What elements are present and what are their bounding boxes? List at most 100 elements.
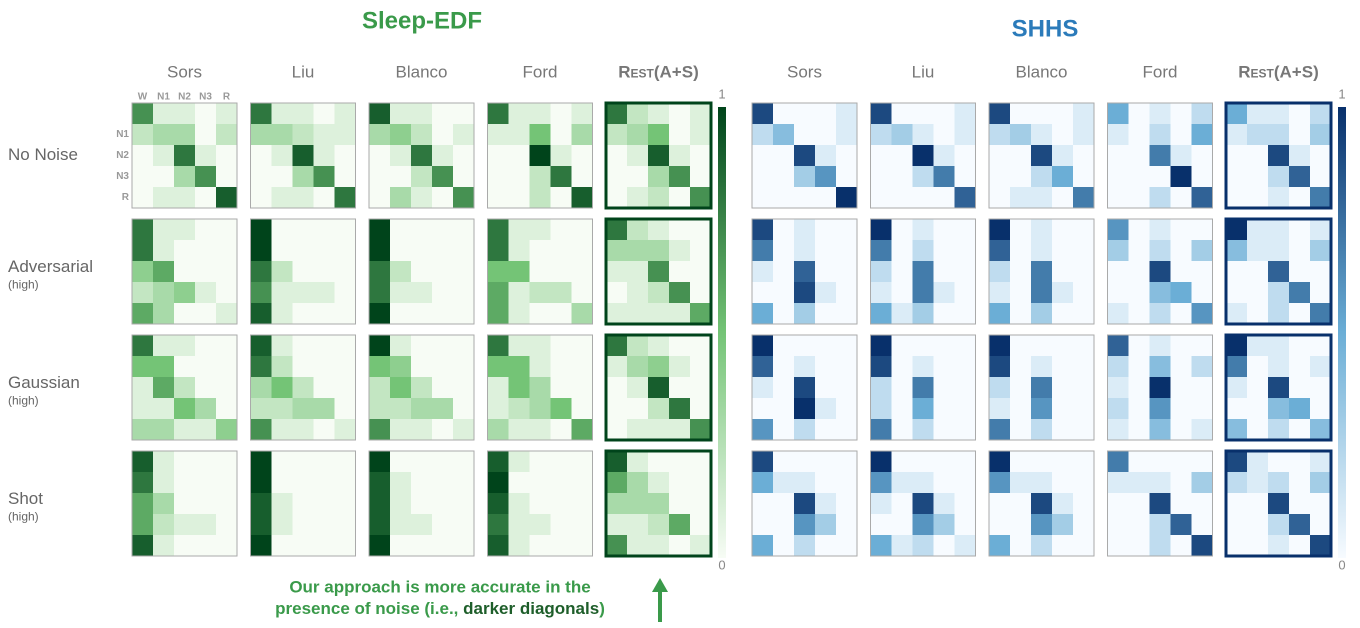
heatmap-cell bbox=[132, 335, 154, 357]
heatmap-cell bbox=[313, 261, 335, 283]
heatmap-cell bbox=[1052, 398, 1074, 420]
heatmap-cell bbox=[752, 219, 774, 241]
heatmap-cell bbox=[1247, 166, 1269, 188]
heatmap-cell bbox=[153, 398, 175, 420]
heatmap-cell bbox=[529, 514, 551, 536]
heatmap-cell bbox=[1073, 219, 1095, 241]
heatmap-cell bbox=[648, 451, 670, 473]
heatmap-cell bbox=[369, 261, 391, 283]
annotation: presence of noise (i.e., darker diagonal… bbox=[275, 599, 605, 618]
arrow-head bbox=[652, 578, 668, 592]
heatmap-cell bbox=[174, 187, 196, 209]
heatmap-cell bbox=[250, 356, 272, 378]
heatmap-cell bbox=[1010, 419, 1032, 441]
heatmap-cell bbox=[132, 124, 154, 146]
row-sublabel: (high) bbox=[8, 510, 39, 524]
heatmap-cell bbox=[690, 535, 712, 557]
heatmap-cell bbox=[1107, 219, 1129, 241]
heatmap-cell bbox=[752, 124, 774, 146]
heatmap-cell bbox=[1310, 219, 1332, 241]
heatmap-cell bbox=[954, 472, 976, 494]
heatmap-cell bbox=[250, 472, 272, 494]
heatmap-cell bbox=[390, 535, 412, 557]
heatmap-cell bbox=[292, 356, 314, 378]
heatmap-cell bbox=[432, 335, 454, 357]
heatmap-cell bbox=[752, 187, 774, 209]
heatmap-cell bbox=[752, 145, 774, 167]
heatmap-cell bbox=[933, 398, 955, 420]
heatmap-cell bbox=[1073, 166, 1095, 188]
heatmap-cell bbox=[174, 493, 196, 515]
heatmap-cell bbox=[815, 240, 837, 262]
heatmap-cell bbox=[989, 282, 1011, 304]
heatmap-cell bbox=[1031, 419, 1053, 441]
heatmap-cell bbox=[1310, 261, 1332, 283]
heatmap-cell bbox=[1289, 240, 1311, 262]
heatmap-cell bbox=[836, 472, 858, 494]
heatmap-cell bbox=[1073, 124, 1095, 146]
heatmap-cell bbox=[1149, 124, 1171, 146]
heatmap-cell bbox=[1052, 145, 1074, 167]
heatmap-cell bbox=[529, 145, 551, 167]
heatmap-cell bbox=[815, 451, 837, 473]
heatmap-cell bbox=[453, 282, 475, 304]
heatmap-cell bbox=[627, 261, 649, 283]
heatmap-cell bbox=[773, 472, 795, 494]
heatmap-cell bbox=[571, 398, 593, 420]
heatmap-cell bbox=[174, 219, 196, 241]
heatmap-cell bbox=[1191, 493, 1213, 515]
heatmap-cell bbox=[669, 124, 691, 146]
heatmap-cell bbox=[369, 282, 391, 304]
heatmap-cell bbox=[794, 472, 816, 494]
matrix-border bbox=[368, 450, 475, 557]
heatmap-cell bbox=[334, 493, 356, 515]
heatmap-cell bbox=[870, 398, 892, 420]
heatmap-cell bbox=[1226, 303, 1248, 325]
heatmap-cell bbox=[773, 124, 795, 146]
heatmap-cell bbox=[1073, 493, 1095, 515]
heatmap-cell bbox=[571, 335, 593, 357]
heatmap-cell bbox=[132, 493, 154, 515]
heatmap-cell bbox=[815, 219, 837, 241]
matrix-border bbox=[870, 102, 976, 209]
heatmap-cell bbox=[954, 282, 976, 304]
matrix-border bbox=[368, 218, 475, 325]
heatmap-cell bbox=[153, 103, 175, 125]
heatmap-cell bbox=[271, 145, 293, 167]
heatmap-cell bbox=[870, 282, 892, 304]
heatmap-cell bbox=[334, 261, 356, 283]
heatmap-cell bbox=[132, 377, 154, 399]
heatmap-cell bbox=[1010, 166, 1032, 188]
heatmap-cell bbox=[1031, 166, 1053, 188]
heatmap-cell bbox=[1191, 166, 1213, 188]
matrix-border bbox=[604, 217, 713, 326]
heatmap-cell bbox=[1107, 335, 1129, 357]
heatmap-cell bbox=[870, 240, 892, 262]
heatmap-cell bbox=[1310, 166, 1332, 188]
heatmap-cell bbox=[508, 303, 530, 325]
heatmap-cell bbox=[1149, 187, 1171, 209]
heatmap-cell bbox=[1226, 282, 1248, 304]
heatmap-cell bbox=[1010, 377, 1032, 399]
heatmap-cell bbox=[132, 303, 154, 325]
heatmap-cell bbox=[571, 124, 593, 146]
column-label: Rest(A+S) bbox=[1238, 62, 1318, 81]
heatmap-cell bbox=[1247, 303, 1269, 325]
heatmap-cell bbox=[369, 303, 391, 325]
heatmap-cell bbox=[1191, 535, 1213, 557]
heatmap-cell bbox=[529, 335, 551, 357]
heatmap-cell bbox=[752, 419, 774, 441]
heatmap-cell bbox=[432, 187, 454, 209]
heatmap-cell bbox=[933, 124, 955, 146]
heatmap-cell bbox=[313, 145, 335, 167]
heatmap-cell bbox=[432, 219, 454, 241]
heatmap-cell bbox=[1052, 356, 1074, 378]
heatmap-cell bbox=[174, 145, 196, 167]
heatmap-cell bbox=[453, 419, 475, 441]
heatmap-cell bbox=[1191, 145, 1213, 167]
heatmap-cell bbox=[606, 166, 628, 188]
chart-title: SHHS bbox=[1012, 15, 1079, 42]
heatmap-cell bbox=[1128, 535, 1150, 557]
heatmap-cell bbox=[369, 124, 391, 146]
heatmap-cell bbox=[836, 335, 858, 357]
